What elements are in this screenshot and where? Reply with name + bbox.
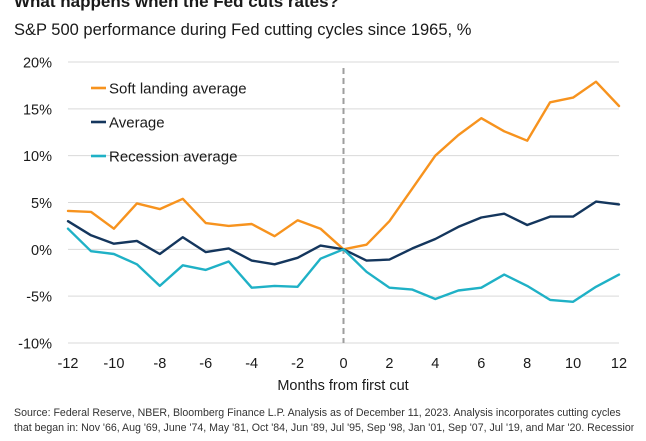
x-tick-label: 12 [611, 356, 627, 372]
source-line-1: Source: Federal Reserve, NBER, Bloomberg… [14, 407, 621, 419]
x-axis-tick-labels: -12 -10 -8 -6 -4 -2 0 2 4 6 8 10 12 [58, 356, 628, 372]
y-axis-tick-labels: -10% -5% 0% 5% 10% 15% 20% [18, 56, 52, 353]
y-tick-label: 10% [23, 149, 52, 165]
legend-label-average: Average [109, 115, 165, 132]
series-line-recession-average [66, 227, 621, 303]
y-tick-label: 0% [31, 243, 52, 259]
x-tick-label: 8 [523, 356, 531, 372]
x-tick-label: -6 [199, 356, 212, 372]
source-note: Source: Federal Reserve, NBER, Bloomberg… [14, 406, 634, 436]
x-tick-label: -4 [245, 356, 258, 372]
chart-title: What happens when the Fed cuts rates? [14, 0, 339, 11]
y-tick-label: 20% [23, 56, 52, 72]
y-tick-label: 5% [31, 196, 52, 212]
legend-label-soft-landing-average: Soft landing average [109, 81, 247, 98]
x-tick-label: 6 [477, 356, 485, 372]
x-tick-label: 4 [431, 356, 439, 372]
y-tick-label: -10% [18, 337, 52, 353]
x-tick-label: -8 [153, 356, 166, 372]
x-axis-label: Months from first cut [277, 378, 408, 394]
chart-subtitle: S&P 500 performance during Fed cutting c… [14, 21, 472, 39]
y-tick-label: 15% [23, 102, 52, 118]
legend-label-recession-average: Recession average [109, 149, 237, 166]
x-tick-label: -2 [291, 356, 304, 372]
x-tick-label: -10 [103, 356, 124, 372]
legend: Soft landing average Average Recession ave… [91, 81, 247, 166]
series-line-soft-landing-average [66, 80, 621, 251]
series-lines [66, 80, 621, 303]
x-tick-label: 0 [339, 356, 347, 372]
x-tick-label: -12 [58, 356, 79, 372]
source-line-2: that began in: Nov '66, Aug '69, June '7… [14, 422, 634, 434]
y-tick-label: -5% [26, 290, 52, 306]
line-chart: -10% -5% 0% 5% 10% 15% 20% -12 -10 -8 -6 -4 -2 0 2 4 6 8… [18, 56, 628, 395]
x-tick-label: 2 [385, 356, 393, 372]
x-tick-label: 10 [565, 356, 581, 372]
